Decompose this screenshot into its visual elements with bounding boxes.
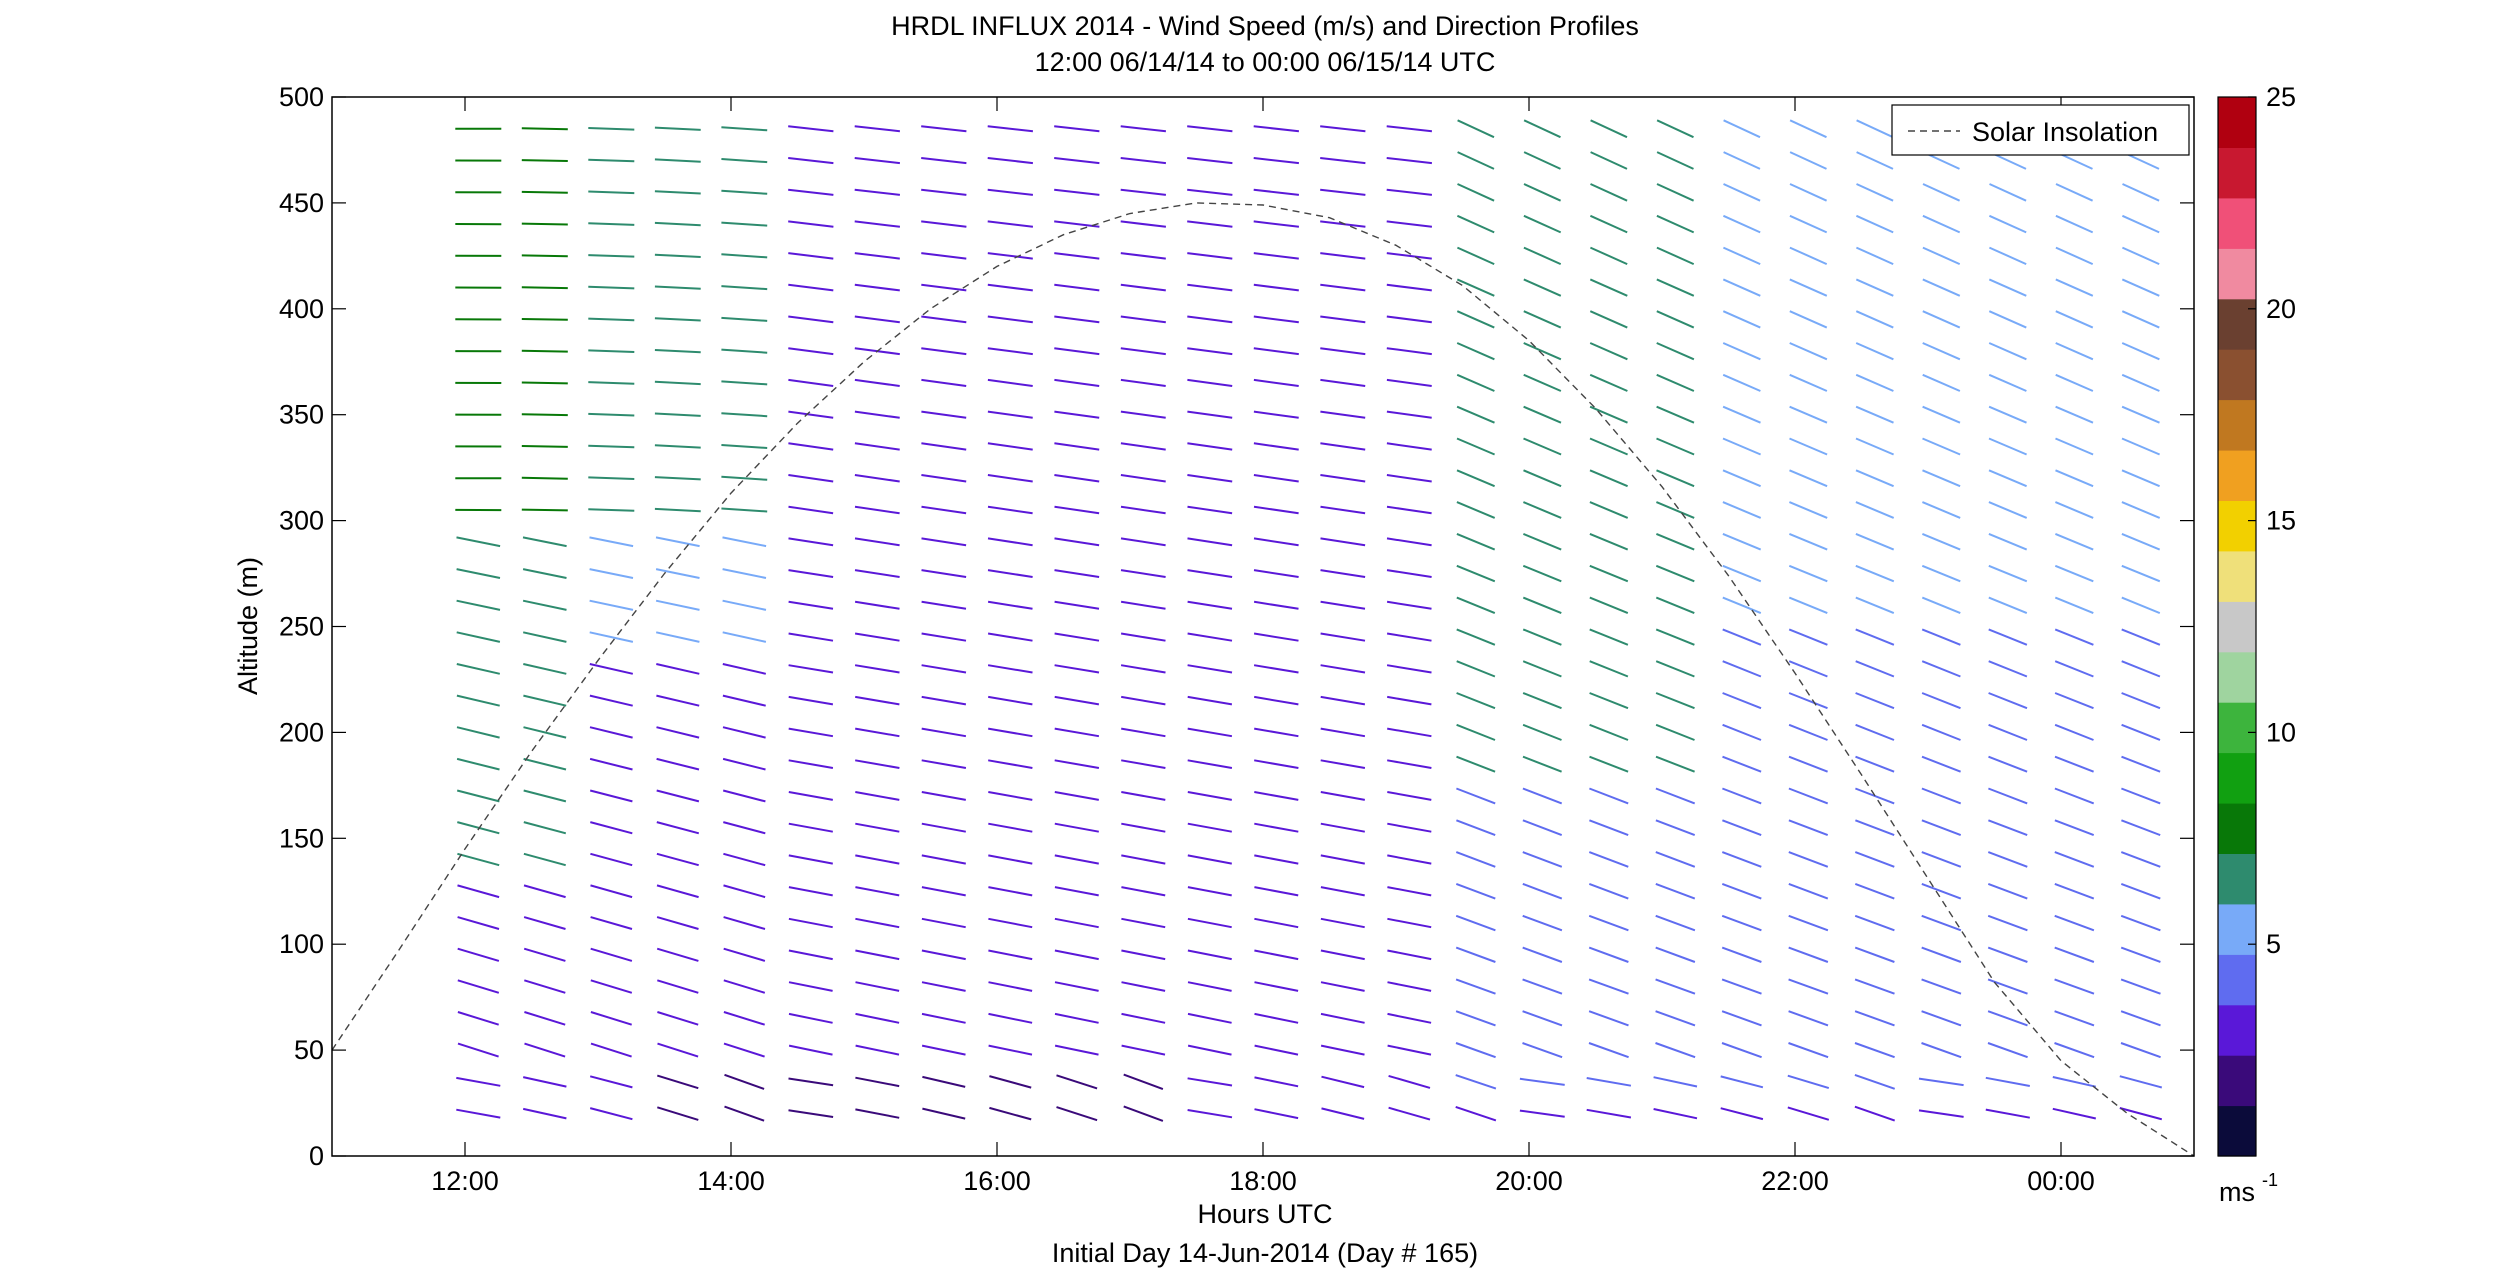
colorbar-segment bbox=[2218, 349, 2256, 400]
y-axis-label: Altitude (m) bbox=[233, 557, 263, 695]
colorbar-segment bbox=[2218, 500, 2256, 551]
colorbar-segment bbox=[2218, 551, 2256, 602]
colorbar-segment bbox=[2218, 400, 2256, 451]
y-tick-label: 300 bbox=[279, 506, 324, 536]
y-tick-label: 100 bbox=[279, 929, 324, 959]
x-tick-label: 12:00 bbox=[431, 1166, 499, 1196]
y-tick-label: 0 bbox=[309, 1141, 324, 1171]
y-tick-label: 50 bbox=[294, 1035, 324, 1065]
x-tick-label: 00:00 bbox=[2027, 1166, 2095, 1196]
colorbar-unit: ms bbox=[2219, 1177, 2255, 1207]
x-axis-label: Hours UTC bbox=[1197, 1199, 1332, 1229]
colorbar-segment bbox=[2218, 702, 2256, 753]
legend-entry-solar-insolation: Solar Insolation bbox=[1972, 117, 2158, 147]
colorbar-tick-label: 10 bbox=[2266, 717, 2296, 747]
wind-barb bbox=[522, 192, 568, 193]
colorbar-segment bbox=[2218, 753, 2256, 804]
y-tick-label: 400 bbox=[279, 294, 324, 324]
x-axis-sublabel: Initial Day 14-Jun-2014 (Day # 165) bbox=[1052, 1238, 1478, 1268]
wind-barb bbox=[522, 224, 568, 225]
y-tick-label: 250 bbox=[279, 612, 324, 642]
colorbar-segment bbox=[2218, 652, 2256, 703]
wind-barb bbox=[522, 128, 568, 129]
y-tick-label: 450 bbox=[279, 188, 324, 218]
y-tick-label: 150 bbox=[279, 823, 324, 853]
colorbar-segment bbox=[2218, 198, 2256, 249]
y-tick-label: 200 bbox=[279, 717, 324, 747]
colorbar-unit-exponent: -1 bbox=[2262, 1170, 2278, 1190]
wind-barb bbox=[522, 383, 568, 384]
colorbar-segment bbox=[2218, 248, 2256, 299]
colorbar-segment bbox=[2218, 1106, 2256, 1157]
colorbar-tick-label: 20 bbox=[2266, 294, 2296, 324]
colorbar-segment bbox=[2218, 803, 2256, 854]
colorbar-segment bbox=[2218, 147, 2256, 198]
colorbar-segment bbox=[2218, 954, 2256, 1005]
x-tick-label: 18:00 bbox=[1229, 1166, 1297, 1196]
colorbar-segment bbox=[2218, 601, 2256, 652]
colorbar-tick-label: 5 bbox=[2266, 929, 2281, 959]
colorbar-tick-label: 25 bbox=[2266, 82, 2296, 112]
wind-barb bbox=[522, 510, 568, 511]
colorbar-tick-label: 15 bbox=[2266, 506, 2296, 536]
x-tick-label: 22:00 bbox=[1761, 1166, 1829, 1196]
wind-barb bbox=[522, 287, 568, 288]
wind-barb bbox=[522, 351, 568, 352]
y-tick-label: 350 bbox=[279, 400, 324, 430]
colorbar-segment bbox=[2218, 1005, 2256, 1056]
chart-title: HRDL INFLUX 2014 - Wind Speed (m/s) and … bbox=[891, 11, 1639, 41]
colorbar-segment bbox=[2218, 299, 2256, 350]
colorbar-segment bbox=[2218, 904, 2256, 955]
x-tick-label: 14:00 bbox=[697, 1166, 765, 1196]
wind-barb bbox=[522, 446, 568, 447]
wind-barb bbox=[522, 478, 568, 479]
chart-subtitle: 12:00 06/14/14 to 00:00 06/15/14 UTC bbox=[1035, 47, 1496, 77]
x-tick-label: 20:00 bbox=[1495, 1166, 1563, 1196]
colorbar-segment bbox=[2218, 450, 2256, 501]
legend: Solar Insolation bbox=[1892, 105, 2189, 155]
wind-barb bbox=[522, 319, 568, 320]
colorbar-segment bbox=[2218, 853, 2256, 904]
colorbar-segment bbox=[2218, 1055, 2256, 1106]
wind-barb bbox=[522, 160, 568, 161]
wind-barb bbox=[522, 255, 568, 256]
x-tick-label: 16:00 bbox=[963, 1166, 1031, 1196]
y-tick-label: 500 bbox=[279, 82, 324, 112]
colorbar-segment bbox=[2218, 97, 2256, 148]
wind-barb bbox=[522, 414, 568, 415]
